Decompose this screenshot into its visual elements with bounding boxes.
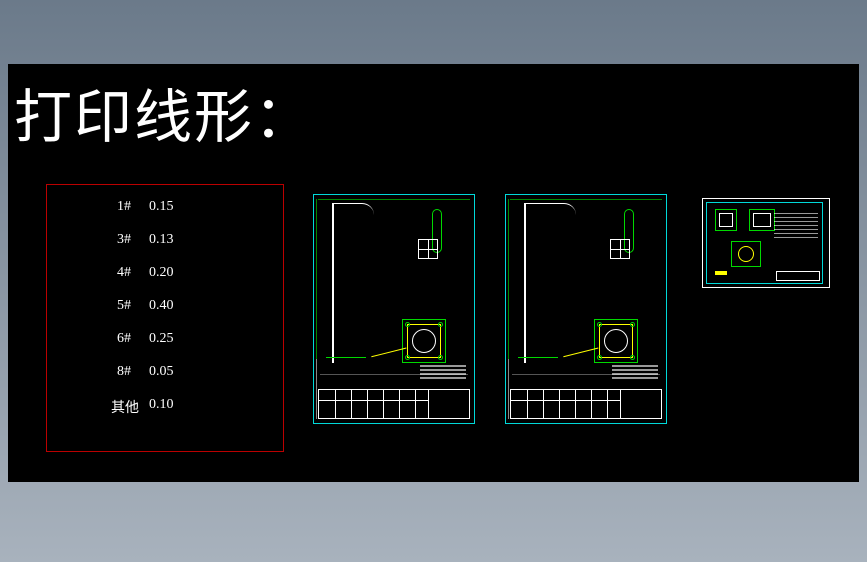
drawing-title: 打印线形：: [14, 70, 314, 154]
detail-grid: [418, 239, 438, 259]
sheet-inner-frame: [706, 202, 823, 284]
drawing-sheet-3[interactable]: [702, 198, 830, 288]
leader-line: [370, 341, 407, 357]
table-row: 8# 0.05: [47, 364, 283, 397]
linetype-id: 4#: [47, 265, 149, 281]
drawing-notes: [774, 213, 818, 241]
linetype-id: 8#: [47, 364, 149, 380]
pole-base: [326, 357, 366, 367]
anchor-bolt: [438, 355, 443, 360]
rebar-icon: [715, 271, 727, 275]
anchor-bolt: [438, 322, 443, 327]
drawing-notes: [612, 365, 658, 385]
linetype-width: 0.10: [149, 397, 229, 413]
anchor-bolt: [597, 355, 602, 360]
bolt-circle: [412, 329, 436, 353]
drawing-sheet-1[interactable]: [313, 194, 475, 424]
linetype-id: 6#: [47, 331, 149, 347]
foundation-section: [731, 241, 761, 267]
dimension-line: [316, 199, 317, 359]
dimension-line: [318, 199, 470, 200]
pole-base: [518, 357, 558, 367]
pole-arm: [332, 203, 374, 215]
anchor-bolt: [405, 355, 410, 360]
table-row: 6# 0.25: [47, 331, 283, 364]
foundation-plan: [715, 209, 737, 231]
linetype-width: 0.05: [149, 364, 229, 380]
linetype-width: 0.25: [149, 331, 229, 347]
linetype-width-table: 1# 0.15 3# 0.13 4# 0.20 5# 0.40 6# 0.25 …: [46, 184, 284, 452]
title-block: [776, 271, 820, 281]
linetype-id: 3#: [47, 232, 149, 248]
linetype-id: 5#: [47, 298, 149, 314]
anchor-bolt: [630, 355, 635, 360]
table-row: 5# 0.40: [47, 298, 283, 331]
dimension-line: [508, 199, 509, 359]
leader-line: [562, 341, 599, 357]
table-row: 1# 0.15: [47, 199, 283, 232]
table-row: 3# 0.13: [47, 232, 283, 265]
light-pole: [332, 203, 334, 363]
linetype-width: 0.20: [149, 265, 229, 281]
drawing-notes: [420, 365, 466, 385]
linetype-width: 0.15: [149, 199, 229, 215]
linetype-id: 其他: [47, 397, 149, 417]
dimension-line: [510, 199, 662, 200]
anchor-bolt: [405, 322, 410, 327]
linetype-id: 1#: [47, 199, 149, 215]
light-pole: [524, 203, 526, 363]
cad-model-space[interactable]: 打印线形： 1# 0.15 3# 0.13 4# 0.20 5# 0.40 6#…: [8, 64, 859, 482]
base-plate-plan: [402, 319, 446, 363]
anchor-bolt: [597, 322, 602, 327]
anchor-bolt: [630, 322, 635, 327]
table-row: 4# 0.20: [47, 265, 283, 298]
foundation-plan: [749, 209, 775, 231]
table-row: 其他 0.10: [47, 397, 283, 430]
detail-grid: [610, 239, 630, 259]
bolt-circle: [604, 329, 628, 353]
title-block: [510, 389, 662, 419]
linetype-width: 0.40: [149, 298, 229, 314]
linetype-width: 0.13: [149, 232, 229, 248]
title-block: [318, 389, 470, 419]
drawing-sheet-2[interactable]: [505, 194, 667, 424]
base-plate-plan: [594, 319, 638, 363]
pole-arm: [524, 203, 576, 215]
